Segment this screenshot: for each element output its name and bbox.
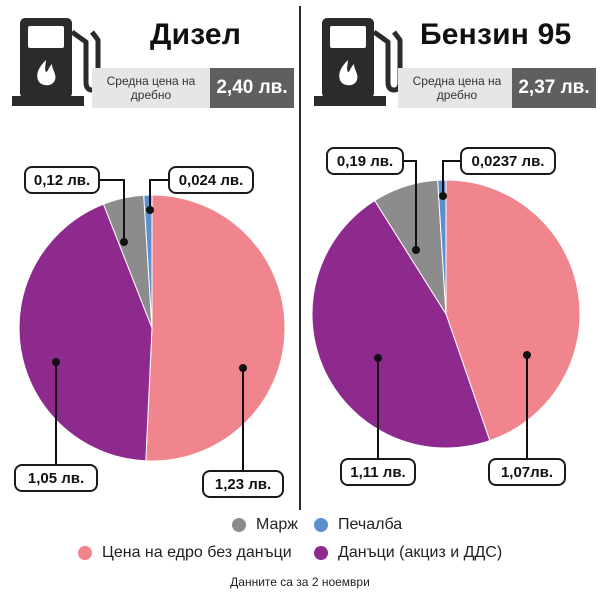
legend-item-wholesale: Цена на едро без данъци bbox=[78, 544, 292, 562]
diesel-wholesale-leader-dot bbox=[239, 364, 247, 372]
diesel-profit-leader-dot bbox=[146, 206, 154, 214]
flame-icon bbox=[339, 60, 358, 86]
diesel-margin-label: 0,12 лв. bbox=[24, 166, 100, 194]
petrol-pie bbox=[311, 179, 581, 449]
diesel-taxes-label: 1,05 лв. bbox=[14, 464, 98, 492]
petrol-slice-taxes bbox=[311, 199, 491, 449]
panel-divider bbox=[299, 6, 301, 510]
legend-label-profit: Печалба bbox=[338, 516, 403, 533]
diesel-pie bbox=[18, 194, 286, 462]
diesel-title: Дизел bbox=[150, 18, 242, 51]
diesel-profit-label: 0,024 лв. bbox=[168, 166, 254, 194]
petrol-margin-leader-dot bbox=[412, 246, 420, 254]
petrol-profit-leader bbox=[442, 160, 460, 196]
diesel-margin-leader-dot bbox=[120, 238, 128, 246]
callout-leaders bbox=[52, 160, 531, 470]
legend-label-taxes: Данъци (акциз и ДДС) bbox=[338, 544, 503, 561]
fuel-pump-icon-right bbox=[314, 18, 403, 106]
petrol-taxes-leader-dot bbox=[374, 354, 382, 362]
petrol-slice-wholesale bbox=[445, 179, 581, 442]
legend-label-wholesale: Цена на едро без данъци bbox=[102, 544, 292, 561]
diesel-slice-wholesale bbox=[145, 194, 286, 462]
footnote: Данните са за 2 ноември bbox=[230, 575, 370, 589]
petrol-taxes-label: 1,11 лв. bbox=[340, 458, 416, 486]
legend-dot-taxes bbox=[314, 546, 328, 560]
diesel-profit-leader bbox=[149, 179, 168, 210]
petrol-slice-profit bbox=[437, 179, 447, 315]
petrol-profit-label: 0,0237 лв. bbox=[460, 147, 556, 175]
diesel-wholesale-label: 1,23 лв. bbox=[202, 470, 284, 498]
legend-dot-profit bbox=[314, 518, 328, 532]
legend-item-profit: Печалба bbox=[314, 516, 402, 534]
diesel-margin-leader bbox=[100, 179, 125, 242]
diesel-price-label: Средна цена на дребно bbox=[92, 68, 210, 108]
pie-charts bbox=[18, 160, 581, 470]
petrol-wholesale-leader-dot bbox=[523, 351, 531, 359]
legend-dot-margin bbox=[232, 518, 246, 532]
petrol-margin-leader bbox=[404, 160, 417, 250]
diesel-slice-taxes bbox=[18, 203, 153, 462]
legend-label-margin: Марж bbox=[256, 516, 299, 533]
petrol-title: Бензин 95 bbox=[420, 18, 572, 51]
petrol-margin-label: 0,19 лв. bbox=[326, 147, 404, 175]
petrol-profit-leader-dot bbox=[439, 192, 447, 200]
legend-item-margin: Марж bbox=[232, 516, 298, 534]
flame-icon bbox=[37, 60, 56, 86]
diesel-price-value: 2,40 лв. bbox=[210, 68, 294, 108]
diesel-taxes-leader-dot bbox=[52, 358, 60, 366]
legend-item-taxes: Данъци (акциз и ДДС) bbox=[314, 544, 502, 562]
diesel-slice-profit bbox=[143, 194, 153, 329]
petrol-wholesale-label: 1,07лв. bbox=[488, 458, 566, 486]
legend-dot-wholesale bbox=[78, 546, 92, 560]
petrol-price-label: Средна цена на дребно bbox=[398, 68, 516, 108]
petrol-price-value: 2,37 лв. bbox=[512, 68, 596, 108]
